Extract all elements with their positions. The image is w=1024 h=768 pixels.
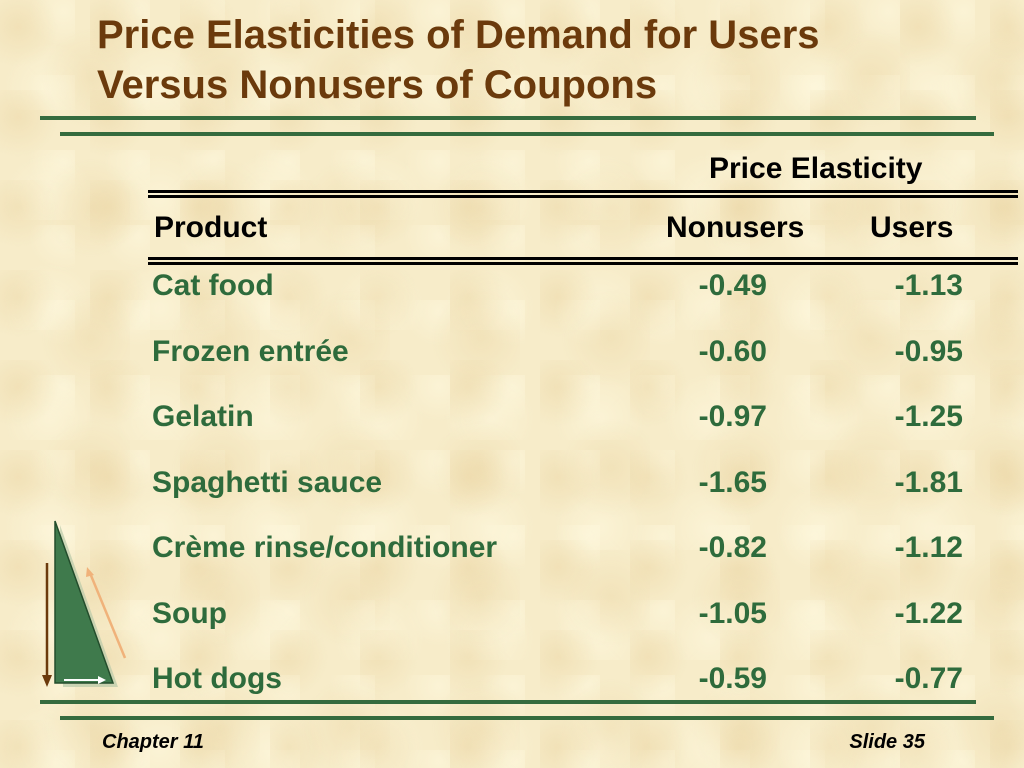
column-group-header: Price Elasticity xyxy=(709,152,923,185)
slide-title-line-1: Price Elasticities of Demand for Users xyxy=(97,13,820,57)
table-row: Soup -1.05 -1.22 xyxy=(0,595,1024,661)
cell-nonusers: -0.59 xyxy=(698,662,767,695)
cell-product: Crème rinse/conditioner xyxy=(152,531,498,564)
slide-title-line-2: Versus Nonusers of Coupons xyxy=(97,63,658,107)
cell-users: -1.13 xyxy=(894,269,963,302)
table-header-rule-lower-2 xyxy=(148,262,1018,265)
footer-chapter: Chapter 11 xyxy=(102,731,204,753)
cell-product: Spaghetti sauce xyxy=(152,465,383,499)
table-row: Hot dogs -0.59 -0.77 xyxy=(0,660,1024,726)
cell-users: -1.81 xyxy=(894,465,963,499)
cell-product: Cat food xyxy=(152,269,274,302)
cell-nonusers: -0.49 xyxy=(698,269,767,302)
cell-users: -1.12 xyxy=(894,531,963,564)
cell-users: -0.77 xyxy=(894,662,963,695)
table-body: Cat food -0.49 -1.13 Frozen entrée -0.60… xyxy=(0,267,1024,726)
diagonal-arrowhead-icon xyxy=(86,567,94,577)
cell-product: Frozen entrée xyxy=(152,334,349,368)
footer-slide-number: Slide 35 xyxy=(849,731,925,753)
triangle-shape xyxy=(54,520,115,684)
top-divider-lower xyxy=(60,132,994,136)
cell-nonusers: -0.60 xyxy=(698,334,767,368)
column-header-users: Users xyxy=(870,211,954,244)
cell-users: -0.95 xyxy=(894,334,963,368)
cell-users: -1.25 xyxy=(894,400,963,433)
column-header-nonusers: Nonusers xyxy=(666,211,805,244)
table-header-rule-upper-2 xyxy=(148,195,1018,198)
bottom-divider-lower xyxy=(60,716,994,720)
table-row: Spaghetti sauce -1.65 -1.81 xyxy=(0,464,1024,530)
table-row: Crème rinse/conditioner -0.82 -1.12 xyxy=(0,529,1024,595)
bottom-divider-upper xyxy=(40,700,976,704)
table-row: Gelatin -0.97 -1.25 xyxy=(0,398,1024,464)
cell-product: Hot dogs xyxy=(152,662,282,695)
table-header-rule-lower xyxy=(148,257,1018,260)
cell-users: -1.22 xyxy=(894,596,963,630)
cell-nonusers: -1.65 xyxy=(698,465,767,499)
table-row: Cat food -0.49 -1.13 xyxy=(0,267,1024,333)
cell-nonusers: -1.05 xyxy=(698,596,767,630)
right-arrowhead-icon xyxy=(98,676,106,684)
cell-nonusers: -0.97 xyxy=(698,400,767,433)
table-header-rule-upper xyxy=(148,190,1018,193)
diagonal-arrow-icon xyxy=(88,572,127,659)
cell-product: Gelatin xyxy=(152,400,254,433)
table-row: Frozen entrée -0.60 -0.95 xyxy=(0,333,1024,399)
slide-title: Price Elasticities of Demand for Users V… xyxy=(97,10,997,110)
cell-product: Soup xyxy=(152,596,227,630)
column-header-product: Product xyxy=(154,211,268,244)
top-divider-upper xyxy=(40,116,976,120)
cell-nonusers: -0.82 xyxy=(698,531,767,564)
triangle-arrows-decoration xyxy=(42,520,127,687)
down-arrowhead-icon xyxy=(42,675,52,687)
